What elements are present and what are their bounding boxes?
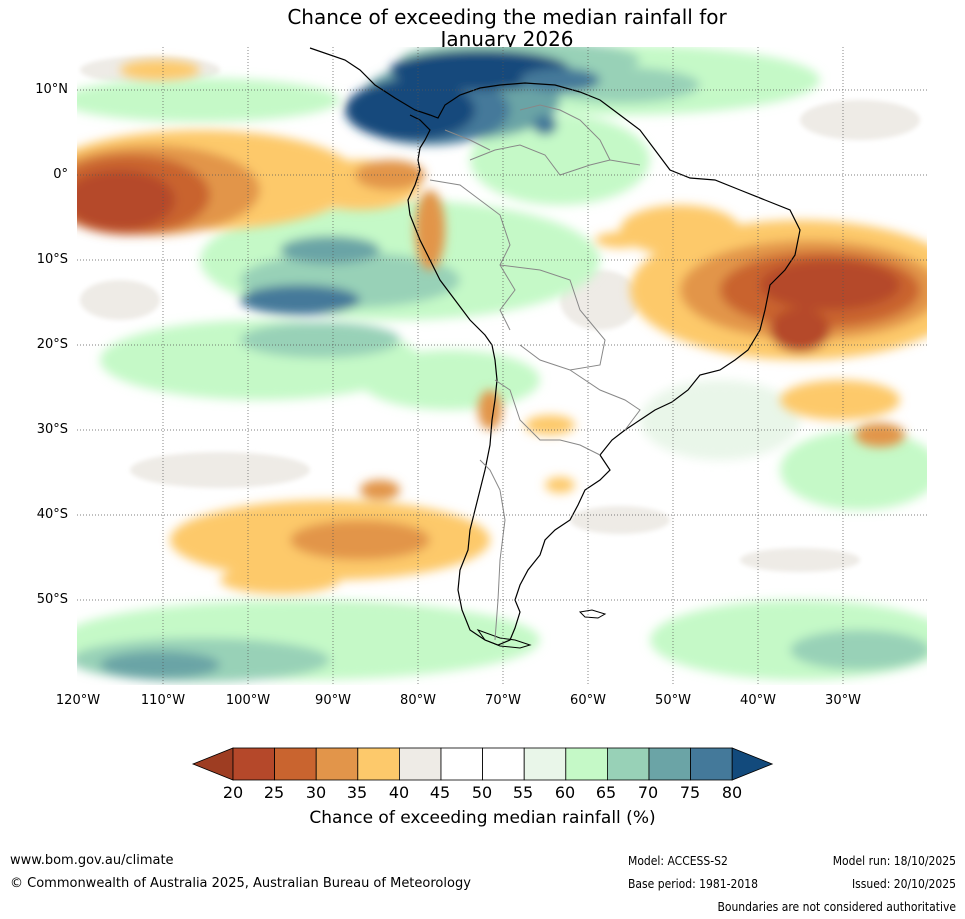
colorbar-tick-70: 70 [637,783,659,802]
colorbar-tick-60: 60 [554,783,576,802]
colorbar-arrow-low [191,747,234,781]
lat-label-50s: 50°S [36,592,68,607]
colorbar-swatch [315,747,359,781]
colorbar-swatch [274,747,317,781]
lon-label-110w: 110°W [140,693,186,708]
colorbar-tick-20: 20 [222,783,244,802]
map-title-line1: Chance of exceeding the median rainfall … [287,5,727,29]
map-title-line2: January 2026 [440,27,574,51]
footer-url: www.bom.gov.au/climate [10,853,174,868]
country-borders [429,104,641,641]
colorbar-swatch [523,747,567,781]
lon-label-80w: 80°W [400,693,436,708]
graticule [77,47,927,685]
colorbar-swatch [482,747,525,781]
lon-label-60w: 60°W [570,693,606,708]
footer-copyright: © Commonwealth of Australia 2025, Austra… [10,876,471,891]
lon-label-30w: 30°W [825,693,861,708]
lon-label-90w: 90°W [315,693,351,708]
above-median-regions [77,47,927,682]
lon-label-40w: 40°W [740,693,776,708]
rainfall-map [77,47,927,685]
footer-model-run: Model run: 18/10/2025 [832,854,956,868]
footer-issued: Issued: 20/10/2025 [851,877,956,891]
colorbar-tick-55: 55 [512,783,534,802]
colorbar-label: Chance of exceeding median rainfall (%) [309,808,656,828]
lat-label-30s: 30°S [36,422,68,437]
colorbar-swatch [565,747,608,781]
footer-disclaimer: Boundaries are not considered authoritat… [717,900,956,914]
colorbar-swatch [440,747,483,781]
colorbar-swatch [357,747,400,781]
lat-label-10n: 10°N [35,82,68,97]
footer-model: Model: ACCESS-S2 [628,854,728,868]
colorbar-tick-65: 65 [595,783,617,802]
south-america-coastline [309,47,801,646]
tierra-del-fuego [476,628,532,649]
colorbar-tick-75: 75 [679,783,701,802]
colorbar-swatch [648,747,691,781]
colorbar-tick-50: 50 [471,783,493,802]
colorbar-tick-30: 30 [305,783,327,802]
lon-label-70w: 70°W [485,693,521,708]
colorbar-swatches [191,747,774,781]
colorbar-arrow-high [731,747,774,781]
colorbar-swatch [398,747,442,781]
lat-label-0: 0° [53,167,68,182]
colorbar-swatch [607,747,650,781]
map-plot-area [77,47,927,685]
footer-base-period: Base period: 1981-2018 [628,877,759,891]
lat-label-10s: 10°S [36,252,68,267]
falkland-islands [578,609,607,619]
colorbar-tick-80: 80 [721,783,743,802]
lon-label-50w: 50°W [655,693,691,708]
lat-label-20s: 20°S [36,337,68,352]
colorbar-tick-25: 25 [263,783,285,802]
lon-label-100w: 100°W [225,693,271,708]
colorbar-swatch [232,747,275,781]
colorbar-tick-35: 35 [346,783,368,802]
below-median-regions [77,60,927,594]
lat-label-40s: 40°S [36,507,68,522]
lon-label-120w: 120°W [55,693,101,708]
colorbar-tick-40: 40 [388,783,410,802]
colorbar-swatch [690,747,733,781]
colorbar-tick-45: 45 [429,783,451,802]
